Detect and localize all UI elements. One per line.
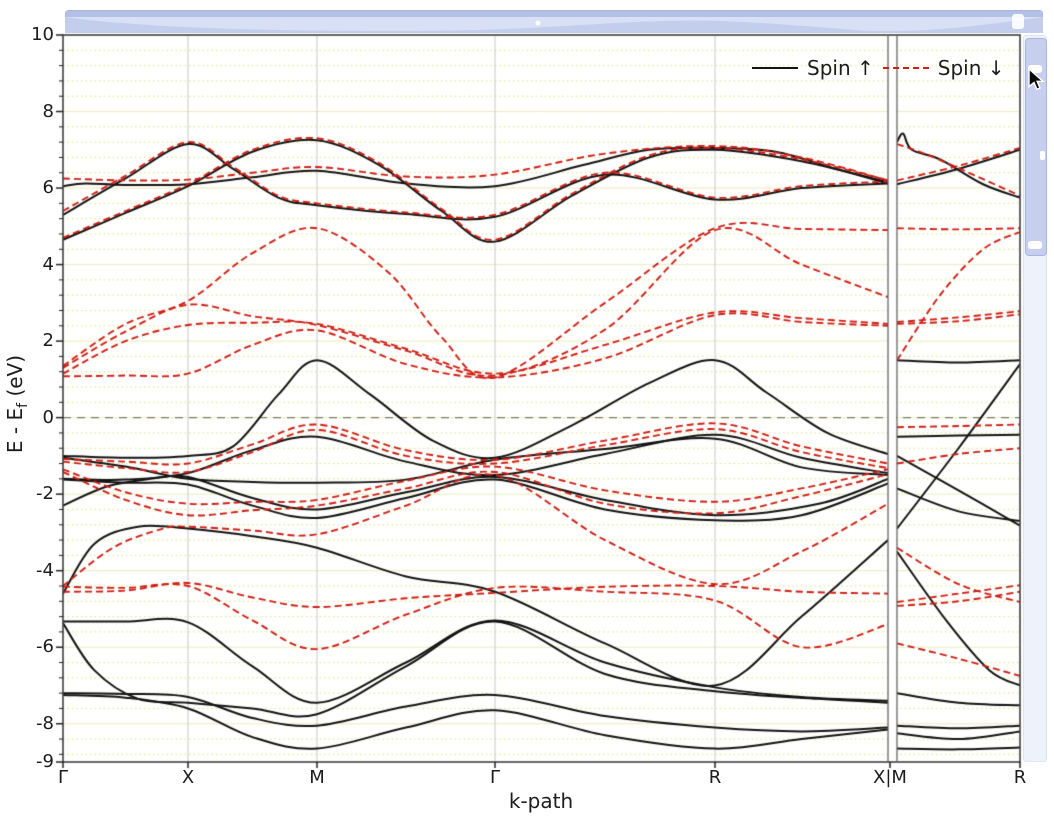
thumb-top-cap (1028, 65, 1042, 73)
x-tick-label: Γ (57, 767, 69, 788)
legend: Spin ↑ Spin ↓ (752, 56, 1005, 80)
y-tick-label: 8 (42, 100, 54, 122)
scrollbar-grip-dot (535, 20, 541, 26)
legend-label-spin-down: Spin ↓ (937, 56, 1005, 80)
x-tick-label: M (309, 767, 325, 788)
y-tick-label: -4 (36, 559, 54, 581)
y-tick-label: -8 (36, 712, 54, 734)
x-axis-label: k-path (508, 789, 574, 813)
thumb-bottom-cap (1028, 241, 1042, 249)
y-axis-label-suffix: (eV) (3, 354, 27, 403)
y-tick-label: 6 (42, 177, 54, 199)
y-axis-label: E - Ef (eV) (3, 324, 31, 484)
y-tick-label: 0 (42, 406, 54, 428)
y-tick-label: -2 (36, 483, 54, 505)
y-tick-label: -6 (36, 636, 54, 658)
scrollbar-end-cap (1012, 14, 1024, 29)
vertical-scrollbar-thumb[interactable] (1025, 38, 1047, 256)
x-tick-label: R (1013, 767, 1027, 788)
thumb-notch (1040, 151, 1045, 160)
x-tick-label: Γ (489, 767, 501, 788)
scrollbar-wave-decoration (65, 17, 1043, 33)
x-tick-label: R (708, 767, 722, 788)
mouse-cursor-icon (1028, 68, 1045, 91)
spin-down-line-sample (882, 67, 929, 69)
x-tick-label: X (181, 767, 195, 788)
x-tick-label: X|M (873, 767, 907, 788)
horizontal-scrollbar[interactable] (65, 10, 1043, 33)
y-axis-label-sub: f (15, 402, 31, 408)
legend-label-spin-up: Spin ↑ (807, 56, 874, 80)
y-tick-label: 10 (31, 24, 54, 45)
y-axis-label-prefix: E - E (3, 407, 27, 454)
y-tick-label: 2 (42, 330, 54, 352)
y-tick-label: -9 (36, 751, 54, 772)
spin-up-line-sample (752, 67, 798, 69)
y-tick-label: 4 (42, 253, 54, 275)
vertical-scrollbar[interactable] (1023, 35, 1047, 762)
